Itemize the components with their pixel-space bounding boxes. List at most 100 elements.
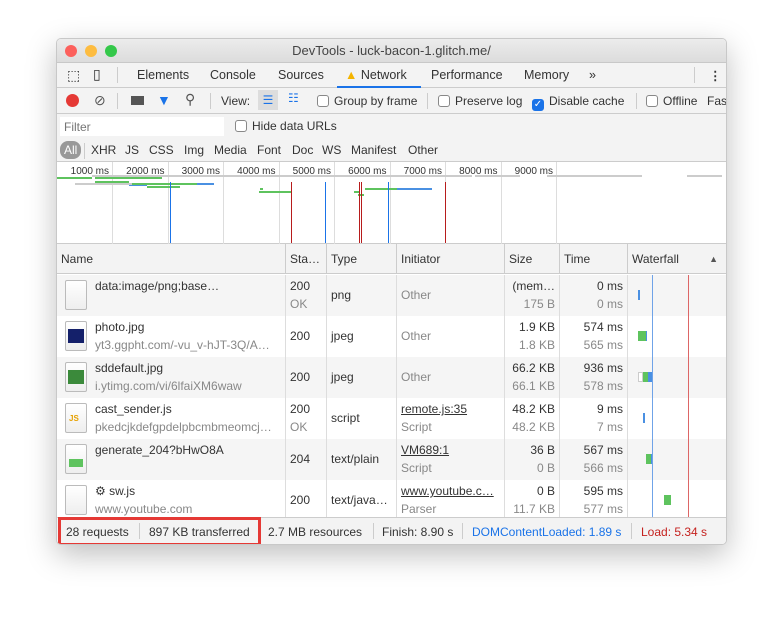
dcl-line [652,275,653,517]
tab-console[interactable]: Console [210,68,256,82]
type-filter-font[interactable]: Font [257,143,282,157]
name-cell[interactable]: sddefault.jpg i.ytimg.com/vi/6lfaiXM6waw [57,357,286,398]
overview-marker-line [325,182,326,243]
type-filter-ws[interactable]: WS [322,143,342,157]
js-file-icon: JS [65,403,87,433]
device-toolbar-icon[interactable]: ▯ [93,66,101,82]
type-filter-doc[interactable]: Doc [292,143,314,157]
waterfall-bar [643,372,648,382]
more-tabs-button[interactable]: » [589,68,596,82]
waterfall-bar [638,331,646,341]
type-filter-manifest[interactable]: Manifest [351,143,397,157]
overview-bar [365,188,397,190]
resources-size: 2.7 MB resources [268,525,363,539]
image-thumbnail-icon [65,362,87,392]
name-cell[interactable]: data:image/png;base… [57,275,286,316]
type-filter-css[interactable]: CSS [149,143,174,157]
disable-cache-checkbox[interactable]: ✓ Disable cache [532,94,625,111]
name-cell[interactable]: generate_204?bHwO8A [57,439,286,480]
preserve-log-checkbox[interactable]: Preserve log [438,94,522,108]
table-row[interactable]: generate_204?bHwO8A 204 text/plain VM689… [57,439,726,480]
tab-performance[interactable]: Performance [431,68,503,82]
highlight-box [58,517,261,544]
table-row[interactable]: photo.jpg yt3.ggpht.com/-vu_v-hJT-3Q/A… 2… [57,316,726,357]
size-cell: (mem… 175 B [505,275,560,316]
column-size[interactable]: Size [505,244,560,274]
type-filter-js[interactable]: JS [125,143,140,157]
filter-icon[interactable]: ▼ [157,92,171,108]
tab-memory[interactable]: Memory [524,68,570,82]
filter-bar: Hide data URLs [57,114,726,139]
sort-ascending-icon: ▲ [709,254,718,264]
status-bar: 28 requests 897 KB transferred 2.7 MB re… [57,517,726,544]
waterfall-view-icon[interactable]: ☷ [288,91,299,105]
close-button[interactable] [65,45,77,57]
tab-network[interactable]: ▲ Network [337,68,421,88]
large-rows-icon[interactable]: ☰ [258,90,278,110]
overview-bar [687,175,722,177]
initiator-cell: Other [397,357,505,398]
overview-tick: 3000 ms [182,162,224,244]
name-cell[interactable]: ⚙ sw.js www.youtube.com [57,480,286,521]
overview-tick: 8000 ms [459,162,502,244]
type-filter-other[interactable]: Other [408,143,439,157]
type-filter-xhr[interactable]: XHR [91,143,117,157]
column-time[interactable]: Time [560,244,628,274]
menu-kebab-icon[interactable]: ⋮ [709,69,722,83]
network-toolbar: ⊘ ▼ ⚲ View: ☰ ☷ Group by frame Preserve … [57,88,726,114]
service-worker-gear-icon: ⚙ [95,484,110,498]
table-row[interactable]: data:image/png;base… 200 OK png Other (me… [57,275,726,316]
load-time: Load: 5.34 s [641,525,708,539]
type-filter-all[interactable]: All [60,141,82,159]
table-row[interactable]: ⚙ sw.js www.youtube.com 200 text/java… ww… [57,480,726,521]
inspect-element-icon[interactable]: ⬚ [67,67,81,83]
table-row[interactable]: JS cast_sender.js pkedcjkdefgpdelpbcmbmeom… [57,398,726,439]
column-type[interactable]: Type [327,244,397,274]
zoom-button[interactable] [105,45,117,57]
throttling-select[interactable]: Fas [707,94,727,108]
timeline-overview[interactable]: 1000 ms 2000 ms 3000 ms 4000 ms 5000 ms 6000 … [57,162,726,244]
name-cell[interactable]: JS cast_sender.js pkedcjkdefgpdelpbcmbmeom… [57,398,286,439]
request-count: 28 requests [66,525,129,539]
status-cell: 200 [286,357,327,398]
tab-sources[interactable]: Sources [278,68,324,82]
initiator-cell: Other [397,275,505,316]
overview-marker-line [291,182,292,243]
overview-bar [95,177,162,179]
column-name[interactable]: Name [57,244,286,274]
column-initiator[interactable]: Initiator [397,244,505,274]
clear-icon[interactable]: ⊘ [94,92,106,108]
hide-data-urls-checkbox[interactable]: Hide data URLs [235,119,337,133]
overview-tick: 6000 ms [348,162,391,244]
overview-bar [354,191,359,193]
name-cell[interactable]: photo.jpg yt3.ggpht.com/-vu_v-hJT-3Q/A… [57,316,286,357]
initiator-cell[interactable]: VM689:1 Script [397,439,505,480]
table-row[interactable]: sddefault.jpg i.ytimg.com/vi/6lfaiXM6waw … [57,357,726,398]
waterfall-bar [648,372,652,382]
overview-bar [547,175,642,177]
initiator-cell[interactable]: remote.js:35 Script [397,398,505,439]
minimize-button[interactable] [85,45,97,57]
resource-type-filters: All XHR JS CSS Img Media Font Doc WS Man… [57,139,726,162]
overview-bar [259,191,291,193]
record-icon[interactable] [66,94,79,107]
panel-tabs: ⬚ ▯ Elements Console Sources ▲ Network P… [57,63,726,88]
overview-tick: 1000 ms [71,162,113,244]
column-status[interactable]: Sta… [286,244,327,274]
overview-bar [475,175,520,177]
offline-checkbox[interactable]: Offline [646,94,697,108]
waterfall-bar [643,413,645,423]
type-filter-img[interactable]: Img [184,143,205,157]
screenshot-camera-icon[interactable] [131,96,144,105]
column-waterfall[interactable]: Waterfall ▲ [628,244,726,274]
type-filter-media[interactable]: Media [214,143,247,157]
tab-elements[interactable]: Elements [137,68,190,82]
waterfall-cell [628,439,726,480]
search-icon[interactable]: ⚲ [185,91,196,107]
status-cell: 204 [286,439,327,480]
group-by-frame-checkbox[interactable]: Group by frame [317,94,417,108]
initiator-cell[interactable]: www.youtube.c… Parser [397,480,505,521]
filter-input[interactable] [60,117,224,136]
image-thumbnail-icon [65,321,87,351]
